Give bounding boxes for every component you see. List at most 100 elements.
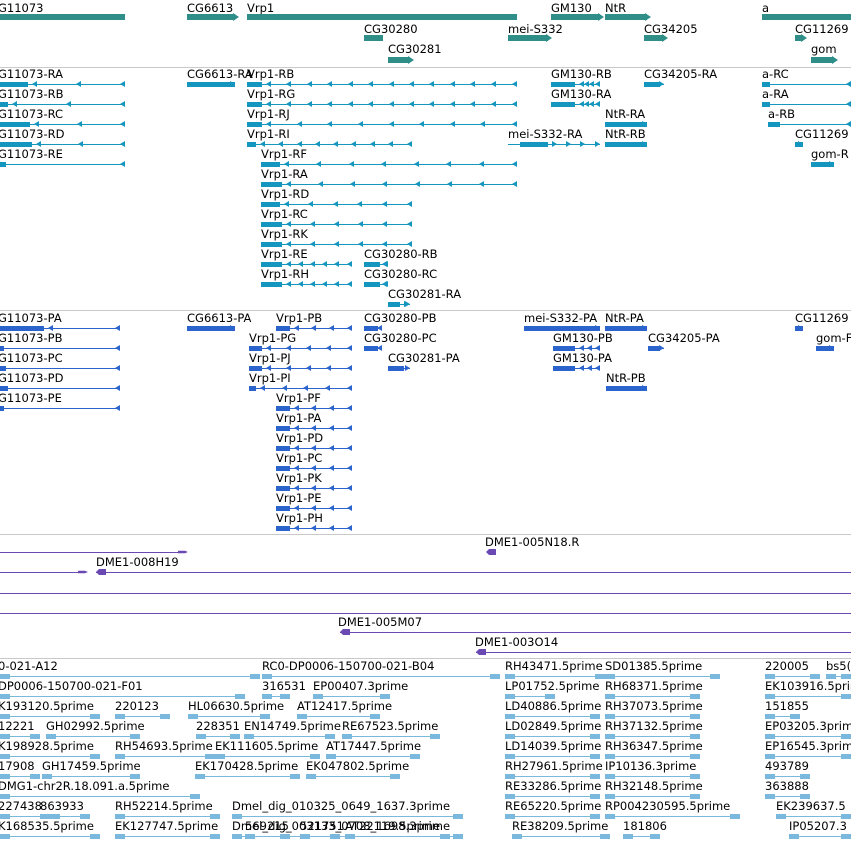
strand-arrow-icon xyxy=(382,241,387,247)
strand-arrow-icon xyxy=(347,465,352,471)
est-block xyxy=(115,834,125,839)
feature-label: Vrp1-PC xyxy=(276,451,323,465)
strand-arrow-icon xyxy=(334,281,339,287)
strand-arrow-icon xyxy=(286,241,291,247)
exon-block xyxy=(187,326,235,331)
feature-label: Vrp1-PJ xyxy=(249,351,291,365)
strand-arrow-icon xyxy=(318,181,324,187)
feature-label: NtR-RB xyxy=(605,127,646,141)
est-block xyxy=(505,814,515,819)
clone-line[interactable] xyxy=(0,613,851,614)
gene-bar[interactable] xyxy=(508,35,548,41)
exon-block xyxy=(364,326,378,331)
strand-arrow-icon xyxy=(357,201,363,207)
feature-label: CG6613-PA xyxy=(187,311,252,325)
gene-bar[interactable] xyxy=(364,35,383,41)
gene-bar[interactable] xyxy=(187,14,235,20)
intron-line xyxy=(249,388,352,389)
strand-arrow-icon xyxy=(598,13,604,21)
est-line xyxy=(512,836,610,837)
strand-arrow-icon xyxy=(266,101,271,107)
exon-block xyxy=(811,162,834,167)
feature-label: RH37132.5prime xyxy=(605,719,703,733)
strand-arrow-icon xyxy=(368,81,374,87)
strand-arrow-icon xyxy=(659,345,664,351)
gene-bar[interactable] xyxy=(388,57,410,63)
strand-arrow-icon xyxy=(260,141,265,147)
est-block xyxy=(115,714,125,719)
feature-label: K193120.5prime xyxy=(0,699,94,713)
clone-end-marker xyxy=(78,570,88,574)
intron-line xyxy=(0,104,125,105)
strand-arrow-icon xyxy=(579,81,584,87)
strand-arrow-icon xyxy=(480,121,486,127)
strand-arrow-icon xyxy=(429,81,435,87)
feature-label: CG34205-PA xyxy=(648,331,720,345)
est-block xyxy=(42,774,52,779)
gene-bar[interactable] xyxy=(644,35,664,41)
intron-line xyxy=(553,368,600,369)
gene-bar[interactable] xyxy=(551,14,600,20)
feature-label: RH68371.5prime xyxy=(605,679,703,693)
clone-line[interactable] xyxy=(0,552,180,553)
strand-arrow-icon xyxy=(347,425,352,431)
intron-line xyxy=(247,104,517,105)
est-line xyxy=(0,716,100,717)
strand-arrow-icon xyxy=(377,325,382,331)
clone-line[interactable] xyxy=(476,652,851,653)
est-line xyxy=(195,776,300,777)
gene-bar[interactable] xyxy=(605,14,647,20)
gene-bar[interactable] xyxy=(762,14,851,20)
clone-line[interactable] xyxy=(0,572,85,573)
clone-line[interactable] xyxy=(340,632,851,633)
strand-arrow-icon xyxy=(306,345,311,351)
est-block xyxy=(790,714,800,719)
feature-label: 17908 xyxy=(0,759,35,773)
est-line xyxy=(765,796,810,797)
strand-arrow-icon xyxy=(310,241,315,247)
gene-bar[interactable] xyxy=(0,14,125,20)
strand-arrow-icon xyxy=(306,81,312,87)
strand-arrow-icon xyxy=(586,345,592,351)
est-line xyxy=(262,696,290,697)
est-block xyxy=(776,814,786,819)
gene-bar[interactable] xyxy=(811,57,834,63)
strand-arrow-icon xyxy=(328,465,334,471)
feature-label: Vrp1-PE xyxy=(276,491,322,505)
feature-label: RH43471.5prime xyxy=(505,659,603,673)
est-block xyxy=(0,814,10,819)
feature-label: EN14749.5prime xyxy=(244,719,341,733)
feature-label: LD02849.5prime xyxy=(505,719,602,733)
gene-bar[interactable] xyxy=(795,35,803,41)
strand-arrow-icon xyxy=(387,141,393,147)
est-block xyxy=(326,754,336,759)
clone-line[interactable] xyxy=(96,572,851,573)
feature-label: Vrp1-RI xyxy=(247,127,290,141)
est-block xyxy=(765,714,775,719)
exon-block xyxy=(276,446,290,451)
strand-arrow-icon xyxy=(294,445,299,451)
strand-arrow-icon xyxy=(347,261,352,267)
strand-arrow-icon xyxy=(347,345,352,351)
strand-arrow-icon xyxy=(595,365,600,371)
est-block xyxy=(826,674,836,679)
intron-line xyxy=(0,84,125,85)
gene-bar[interactable] xyxy=(247,14,517,20)
strand-arrow-icon xyxy=(546,34,552,42)
intron-line xyxy=(247,124,517,125)
strand-arrow-icon xyxy=(294,485,299,491)
est-block xyxy=(765,754,775,759)
strand-arrow-icon xyxy=(306,101,312,107)
est-line xyxy=(0,776,40,777)
clone-line[interactable] xyxy=(0,593,851,594)
feature-label: 0-021-A12 xyxy=(0,659,58,673)
strand-arrow-icon xyxy=(595,325,600,331)
feature-label: RH37073.5prime xyxy=(605,699,703,713)
strand-arrow-icon xyxy=(846,121,851,127)
est-block xyxy=(330,834,340,839)
strand-arrow-icon xyxy=(388,101,394,107)
strand-arrow-icon xyxy=(512,81,517,87)
est-line xyxy=(345,836,450,837)
est-line xyxy=(605,716,700,717)
est-line xyxy=(505,776,600,777)
